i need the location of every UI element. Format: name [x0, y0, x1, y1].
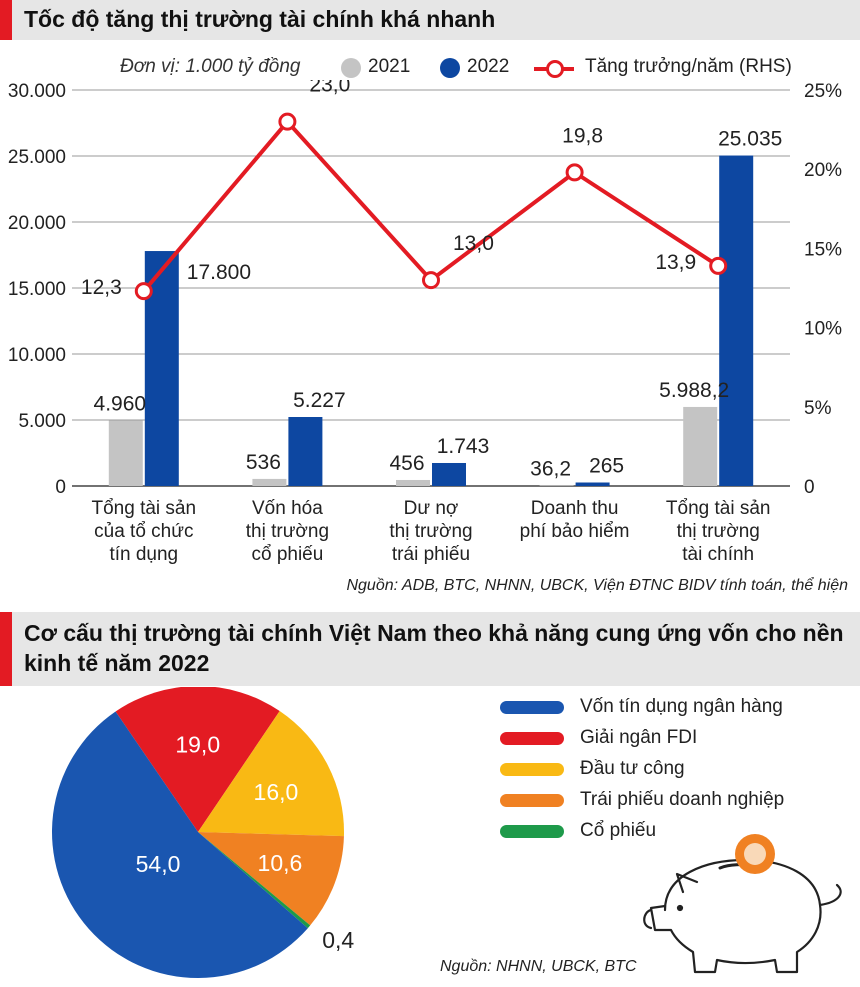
growth-value-label: 19,8 — [562, 124, 603, 147]
combo-bar-line-chart: 0 5.000 10.000 15.000 20.000 25.000 30.000 0 5% 1… — [8, 80, 842, 565]
red-accent-bar — [0, 0, 12, 40]
growth-point — [278, 112, 297, 131]
bar-2021-value-label: 4.960 — [94, 393, 147, 416]
bar-2022 — [575, 482, 610, 486]
bar-2021-value-label: 36,2 — [530, 458, 571, 481]
pie-slice — [51, 711, 308, 978]
unit-label: Đơn vị: 1.000 tỷ đồng — [120, 56, 301, 77]
y2-tick-label: 5% — [804, 398, 832, 419]
legend-growth-marker-icon — [546, 60, 564, 78]
pie-legend-item: Vốn tín dụng ngân hàng — [500, 692, 840, 723]
pie-slice — [198, 832, 344, 926]
y2-tick-label: 15% — [804, 239, 842, 260]
pie-legend-label: Đầu tư công — [580, 758, 685, 779]
y-tick-label: 10.000 — [8, 345, 66, 366]
pie-legend-swatch — [500, 794, 564, 807]
x-category-label: Vốn hóa thị trường cổ phiếu — [246, 498, 329, 565]
pie-slice — [198, 832, 311, 929]
pie-legend-label: Cổ phiếu — [580, 820, 657, 841]
x-category-label: Dư nợ thị trường trái phiếu — [389, 498, 472, 565]
pie-slice — [198, 710, 344, 837]
bar-2022 — [719, 155, 754, 486]
x-category-label: Tổng tài sản thị trường tài chính — [666, 498, 771, 565]
y-tick-label: 15.000 — [8, 279, 66, 300]
red-accent-bar — [0, 612, 12, 686]
legend-2022-marker — [440, 58, 460, 78]
pie-legend: Vốn tín dụng ngân hàng Giải ngân FDI Đầu t… — [500, 692, 840, 847]
growth-point — [565, 163, 584, 182]
y2-tick-label: 10% — [804, 319, 842, 340]
pie-legend-item: Cổ phiếu — [500, 816, 840, 847]
x-category-label: Doanh thu phí bảo hiểm — [520, 498, 630, 542]
pie-legend-label: Trái phiếu doanh nghiệp — [580, 789, 785, 810]
bar-2022-value-label: 25.035 — [718, 128, 782, 151]
y-tick-label: 25.000 — [8, 147, 66, 168]
pie-legend-swatch — [500, 763, 564, 776]
bar-2021-value-label: 456 — [389, 452, 424, 475]
y-tick-label: 30.000 — [8, 81, 66, 102]
growth-value-label: 23,0 — [309, 80, 350, 97]
bar-2021 — [108, 420, 143, 486]
chart2-title: Cơ cấu thị trường tài chính Việt Nam the… — [24, 620, 844, 676]
bar-2022 — [288, 417, 323, 486]
bar-2022 — [432, 462, 466, 486]
bar-2021 — [396, 479, 430, 486]
pie-value-label: 0,4 — [322, 927, 354, 953]
pie-legend-item: Giải ngân FDI — [500, 723, 840, 754]
bar-2021-value-label: 536 — [246, 451, 281, 474]
chart1-title-bar: Tốc độ tăng thị trường tài chính khá nha… — [0, 0, 860, 40]
growth-value-label: 13,0 — [453, 232, 494, 255]
y2-tick-label: 25% — [804, 81, 842, 102]
pie-legend-label: Giải ngân FDI — [580, 727, 698, 748]
chart2-source: Nguồn: NHNN, UBCK, BTC — [440, 958, 637, 975]
chart1-source: Nguồn: ADB, BTC, NHNN, UBCK, Viện ĐTNC B… — [346, 577, 848, 594]
bar-2022-value-label: 265 — [589, 455, 624, 478]
pie-value-label: 54,0 — [136, 851, 181, 877]
bar-2021 — [683, 406, 718, 486]
legend-2022-label: 2022 — [467, 56, 510, 77]
growth-value-label: 12,3 — [81, 276, 122, 299]
bar-2021 — [252, 478, 287, 486]
pie-chart: 54,0 19,0 16,0 10,6 0,4 — [51, 687, 354, 978]
pie-legend-swatch — [500, 732, 564, 745]
pie-slice — [115, 687, 280, 832]
growth-point — [134, 282, 153, 301]
y-tick-label: 0 — [55, 477, 66, 498]
pie-value-label: 16,0 — [254, 779, 299, 805]
growth-value-label: 13,9 — [655, 251, 696, 274]
y-tick-label: 5.000 — [18, 411, 66, 432]
pie-legend-swatch — [500, 825, 564, 838]
y2-tick-label: 20% — [804, 160, 842, 181]
growth-point — [709, 256, 728, 275]
bar-2021-value-label: 5.988,2 — [659, 379, 729, 402]
pie-legend-swatch — [500, 701, 564, 714]
piggy-bank-icon — [643, 834, 842, 974]
legend-growth-label: Tăng trưởng/năm (RHS) — [585, 56, 792, 77]
pie-legend-item: Đầu tư công — [500, 754, 840, 785]
pie-legend-label: Vốn tín dụng ngân hàng — [580, 696, 783, 717]
chart1-title: Tốc độ tăng thị trường tài chính khá nha… — [24, 6, 496, 32]
pie-legend-item: Trái phiếu doanh nghiệp — [500, 785, 840, 816]
legend-2021-label: 2021 — [368, 56, 411, 77]
bar-2022-value-label: 17.800 — [187, 261, 251, 284]
pie-value-label: 19,0 — [175, 731, 220, 757]
chart2-title-bar: Cơ cấu thị trường tài chính Việt Nam the… — [0, 612, 860, 686]
legend-2021-marker — [341, 58, 361, 78]
y2-tick-label: 0 — [804, 477, 815, 498]
pie-value-label: 10,6 — [258, 850, 303, 876]
chart1-legend: Đơn vị: 1.000 tỷ đồng 2021 2022 Tăng trư… — [0, 50, 860, 84]
y-tick-label: 20.000 — [8, 213, 66, 234]
growth-point — [422, 271, 440, 290]
bar-2022-value-label: 5.227 — [293, 389, 346, 412]
x-category-label: Tổng tài sản của tổ chức tín dụng — [92, 498, 197, 565]
bar-2022-value-label: 1.743 — [437, 435, 490, 458]
